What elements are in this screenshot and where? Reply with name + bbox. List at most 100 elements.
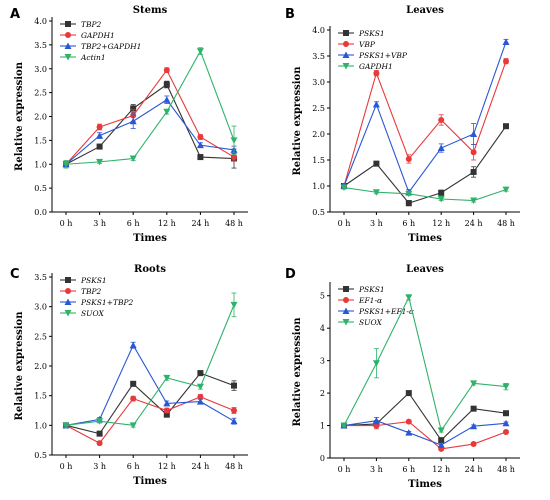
y-tick-label: 1.5 <box>34 136 47 145</box>
legend-marker <box>65 21 71 27</box>
data-point <box>470 380 478 387</box>
x-tick-label: 12 h <box>158 462 176 471</box>
series-0 <box>63 80 237 169</box>
x-tick-label: 48 h <box>225 462 243 471</box>
y-tick-label: 0.0 <box>34 208 47 217</box>
x-tick-label: 24 h <box>465 465 483 474</box>
x-tick-label: 48 h <box>497 465 515 474</box>
legend-label: PSKS1 <box>358 285 385 294</box>
legend-entry: PSKS1 <box>60 276 107 285</box>
x-tick-label: 0 h <box>338 465 351 474</box>
data-point <box>129 117 137 125</box>
y-tick-label: 4 <box>320 324 325 333</box>
y-axis-title: Relative expression <box>292 66 303 176</box>
x-tick-label: 48 h <box>225 219 243 228</box>
data-point <box>62 422 70 429</box>
legend-entry: PSKS1+EF1-α <box>338 307 414 316</box>
y-tick-label: 2.0 <box>312 130 325 139</box>
data-point <box>163 96 171 103</box>
legend-marker <box>342 307 350 314</box>
legend-label: PSKS1+EF1-α <box>358 307 414 316</box>
legend-marker <box>342 63 350 70</box>
panel-letter: C <box>10 267 20 282</box>
y-tick-label: 0.5 <box>34 451 47 460</box>
data-point <box>163 399 171 407</box>
data-point <box>163 81 170 88</box>
data-point <box>503 58 509 65</box>
x-tick-label: 12 h <box>432 465 450 474</box>
y-tick-label: 3.5 <box>34 41 47 50</box>
data-point <box>503 410 509 417</box>
legend-label: PSKS1 <box>358 29 385 38</box>
data-point <box>340 184 348 192</box>
y-tick-label: 2.0 <box>34 362 47 371</box>
data-point <box>437 196 445 203</box>
data-point <box>163 374 171 382</box>
data-point <box>230 301 238 309</box>
x-tick-label: 0 h <box>338 219 351 228</box>
data-point <box>372 360 380 367</box>
legend-label: Actin1 <box>80 53 106 62</box>
legend-entry: GAPDH1 <box>60 31 115 40</box>
legend-marker <box>64 54 72 61</box>
data-point <box>470 441 477 448</box>
panel-letter: A <box>10 7 20 22</box>
data-point <box>196 141 204 149</box>
data-point <box>438 437 445 444</box>
x-tick-label: 6 h <box>402 219 415 228</box>
data-point <box>129 155 137 163</box>
data-point <box>96 124 103 131</box>
y-axis-title: Relative expression <box>14 311 25 421</box>
data-point <box>502 383 510 391</box>
data-point <box>470 168 477 175</box>
data-point <box>96 440 103 447</box>
x-tick-label: 3 h <box>93 462 106 471</box>
legend-marker <box>342 51 350 58</box>
data-point <box>130 380 137 387</box>
data-point <box>405 418 412 425</box>
legend-marker <box>64 310 72 317</box>
legend-entry: VBP <box>338 40 376 49</box>
series-line <box>65 83 235 165</box>
data-point <box>231 154 237 161</box>
data-point <box>405 190 413 198</box>
x-tick-label: 24 h <box>465 219 483 228</box>
series-3 <box>340 184 510 205</box>
data-point <box>405 390 412 397</box>
data-point <box>163 108 171 116</box>
y-tick-label: 2.0 <box>34 113 47 122</box>
data-point <box>197 134 204 141</box>
x-tick-label: 12 h <box>158 219 176 228</box>
y-tick-label: 1.0 <box>312 182 325 191</box>
legend-label: TBP2 <box>81 20 102 29</box>
panel-b: B Leaves 0.5 1.0 1.5 2.0 2.5 3.0 3.5 4.0 0 h 3 h 6 h… <box>285 5 520 244</box>
legend-entry: PSKS1 <box>338 29 385 38</box>
series-line <box>343 61 507 187</box>
series-2 <box>62 341 238 429</box>
panel-title: Stems <box>133 5 168 16</box>
data-point <box>96 158 104 166</box>
y-tick-label: 3.0 <box>312 78 325 87</box>
data-point <box>130 105 137 112</box>
y-axis-title: Relative expression <box>14 61 25 171</box>
legend-marker <box>343 30 349 36</box>
x-axis-title: Times <box>408 233 442 244</box>
data-point <box>196 398 204 405</box>
y-tick-label: 3.5 <box>34 273 47 282</box>
legend-marker <box>343 286 349 292</box>
series-line <box>65 69 235 165</box>
data-point <box>470 422 478 430</box>
y-tick-label: 1.5 <box>34 392 47 401</box>
series-3 <box>340 294 510 434</box>
data-point <box>372 100 380 108</box>
data-point <box>163 67 170 74</box>
data-point <box>196 383 204 391</box>
data-point <box>405 294 413 301</box>
data-point <box>96 430 103 437</box>
data-point <box>62 161 70 168</box>
series-line <box>343 392 507 441</box>
series-1 <box>341 58 509 189</box>
data-point <box>470 130 478 137</box>
series-line <box>65 396 235 444</box>
